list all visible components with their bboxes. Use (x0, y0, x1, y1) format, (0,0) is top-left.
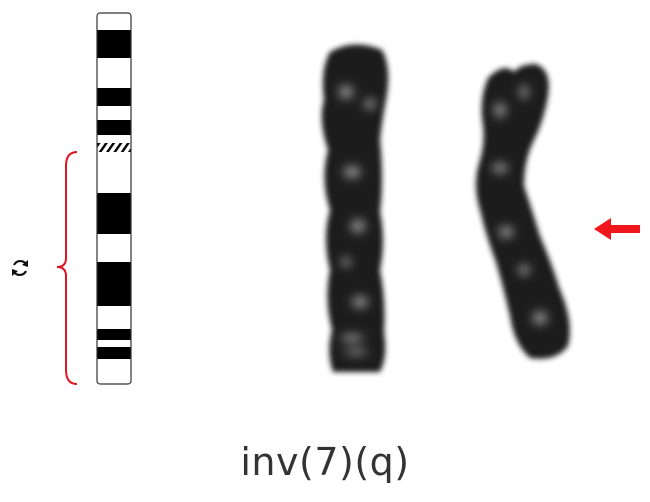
arrow-left-icon (594, 218, 640, 240)
cycle-arrows-icon (12, 259, 28, 277)
ideogram-band-white (97, 152, 131, 193)
ideogram-band-white (97, 340, 131, 347)
ideogram-band-black (97, 262, 131, 306)
ideogram-band-black (97, 88, 131, 106)
ideogram-band-hatched (97, 143, 131, 152)
ideogram-band-white (97, 13, 131, 30)
ideogram-outline (96, 12, 132, 385)
inverted-chromosome-7 (476, 64, 570, 359)
ideogram-band-black (97, 347, 131, 359)
ideogram-band-white (97, 106, 131, 120)
normal-chromosome-7 (321, 44, 389, 372)
ideogram-band-white (97, 234, 131, 262)
inversion-bracket (56, 151, 78, 385)
figure-caption: inv(7)(q) (240, 440, 410, 484)
ideogram-band-black (97, 30, 131, 58)
ideogram-band-white (97, 359, 131, 384)
ideogram-band-black (97, 120, 131, 135)
chromosome-ideogram (96, 12, 132, 385)
ideogram-band-white (97, 306, 131, 329)
ideogram-band-white (97, 58, 131, 88)
ideogram-band-black (97, 329, 131, 340)
ideogram-band-white (97, 135, 131, 143)
ideogram-band-black (97, 193, 131, 234)
